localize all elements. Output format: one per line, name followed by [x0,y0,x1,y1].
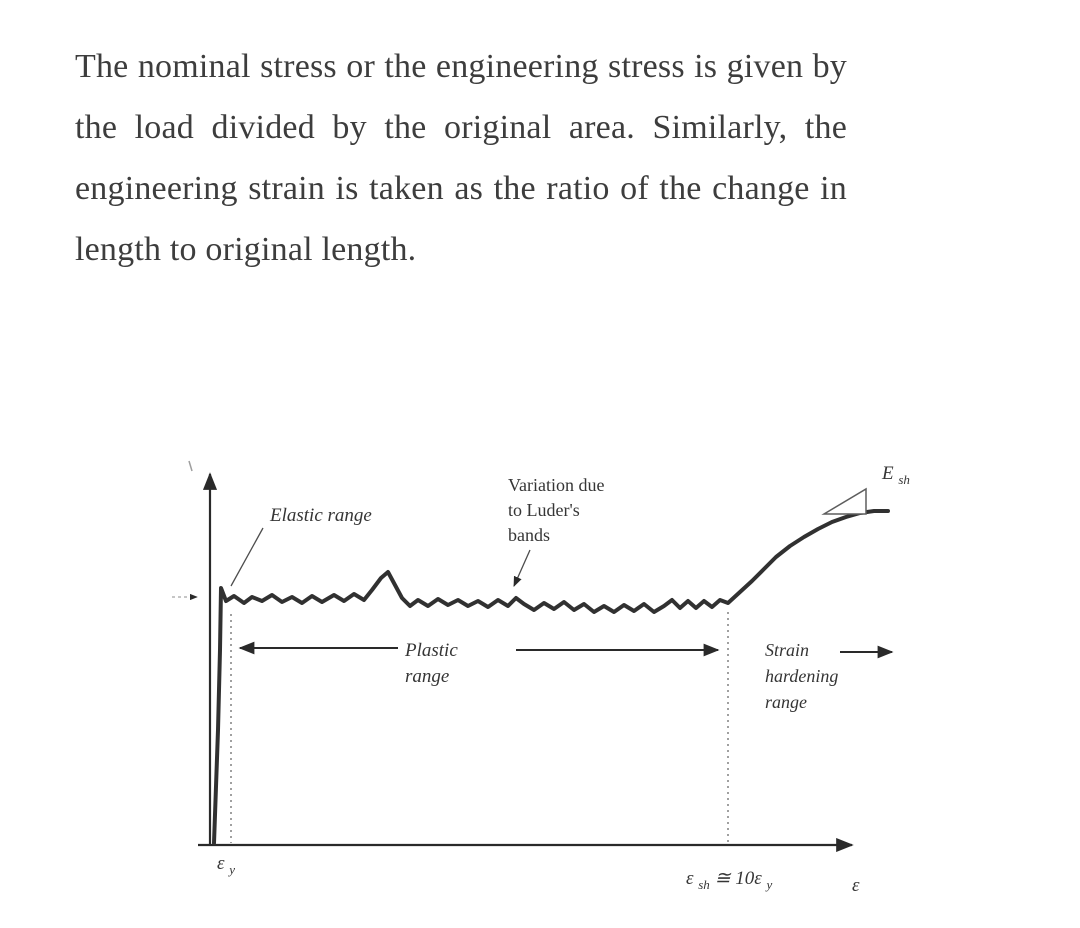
label-strain-hardening-range: Strain hardening range [765,640,843,712]
label-strain-hardening-line1: Strain [765,640,809,660]
label-epsilon-sh-relation: ε sh ≅ 10ε y [686,868,772,894]
epsilon-sh-symbol: ε [686,868,694,889]
label-epsilon-y: ε y [217,853,235,877]
label-elastic-range: Elastic range [269,505,372,526]
paragraph: The nominal stress or the engineering st… [75,48,847,268]
label-variation-line1: Variation due [508,475,604,495]
label-variation-luders: Variation due to Luder's bands [508,475,609,545]
epsilon-y-symbol: ε [217,853,225,874]
label-variation-line3: bands [508,525,550,545]
esh-slope-triangle [821,487,867,515]
esh-symbol: E [881,463,894,484]
label-strain-hardening-line2: hardening [765,666,838,686]
epsilon-sh-relation-text: ≅ 10ε [715,868,763,889]
epsilon-sh-relation-subscript: y [764,877,772,892]
label-variation-line2: to Luder's [508,500,580,520]
label-esh-modulus: E sh [881,463,910,487]
label-plastic-range: Plastic range [404,640,463,687]
label-plastic-line2: range [405,666,449,687]
elastic-range-pointer-line [230,527,264,587]
y-axis-tick [188,460,193,472]
esh-subscript: sh [898,472,910,487]
epsilon-y-subscript: y [227,862,235,877]
label-x-axis-epsilon: ε [852,875,860,896]
stress-strain-curve [212,509,890,845]
label-strain-hardening-line3: range [765,692,807,712]
epsilon-sh-subscript: sh [698,877,710,892]
variation-pointer-arrow [513,549,531,587]
label-plastic-line1: Plastic [404,640,458,661]
